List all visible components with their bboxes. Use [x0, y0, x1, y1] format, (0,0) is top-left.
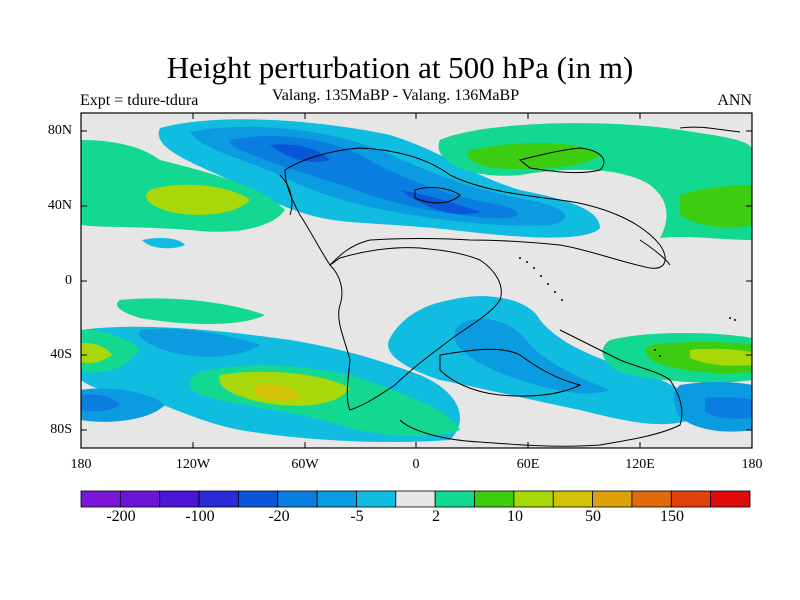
lon-label-180w: 180 — [70, 457, 92, 472]
lon-label-60e: 60E — [516, 457, 540, 472]
period-label: Valang. 135MaBP - Valang. 136MaBP — [272, 87, 520, 104]
colorbar-swatch — [592, 490, 633, 508]
colorbar-swatch — [670, 490, 712, 508]
colorbar-swatch — [198, 490, 239, 508]
colorbar-label: -100 — [185, 508, 215, 525]
colorbar-swatch — [631, 490, 672, 508]
coastlines — [279, 126, 741, 447]
colorbar-label: -200 — [106, 508, 136, 525]
lat-label-80n: 80N — [47, 123, 72, 138]
colorbar-swatch — [119, 490, 161, 508]
colorbar-swatch — [159, 490, 200, 508]
lon-label-180e: 180 — [741, 457, 763, 472]
colorbar-swatch — [277, 490, 318, 508]
experiment-label: Expt = tdure-tdura — [80, 92, 199, 109]
lat-label-40s: 40S — [50, 347, 72, 362]
colorbar-swatch — [238, 490, 279, 508]
colorbar — [80, 490, 751, 508]
lat-label-80s: 80S — [50, 422, 72, 437]
lon-label-0: 0 — [412, 457, 420, 472]
lon-label-60w: 60W — [291, 457, 319, 472]
colorbar-label: -20 — [268, 508, 290, 525]
colorbar-swatch — [552, 490, 593, 508]
colorbar-label: 150 — [660, 508, 684, 525]
colorbar-label: 10 — [507, 508, 523, 525]
colorbar-swatch — [316, 490, 357, 508]
lat-label-0: 0 — [65, 273, 72, 288]
colorbar-label: -5 — [350, 508, 364, 525]
colorbar-swatch — [395, 490, 436, 508]
contour-field — [81, 113, 752, 448]
colorbar-label: 2 — [432, 508, 440, 525]
lat-label-40n: 40N — [47, 198, 72, 213]
colorbar-swatch — [434, 490, 475, 508]
season-label: ANN — [717, 92, 752, 109]
colorbar-swatch — [513, 490, 554, 508]
lon-label-120e: 120E — [625, 457, 655, 472]
colorbar-swatch — [80, 490, 121, 508]
colorbar-swatch — [474, 490, 515, 508]
axis-ticks — [81, 113, 752, 448]
lon-label-120w: 120W — [175, 457, 211, 472]
colorbar-swatch — [710, 490, 751, 508]
page-title: Height perturbation at 500 hPa (in m) — [166, 50, 634, 85]
island-dots — [519, 257, 736, 357]
colorbar-label: 50 — [585, 508, 601, 525]
colorbar-swatch — [356, 490, 397, 508]
